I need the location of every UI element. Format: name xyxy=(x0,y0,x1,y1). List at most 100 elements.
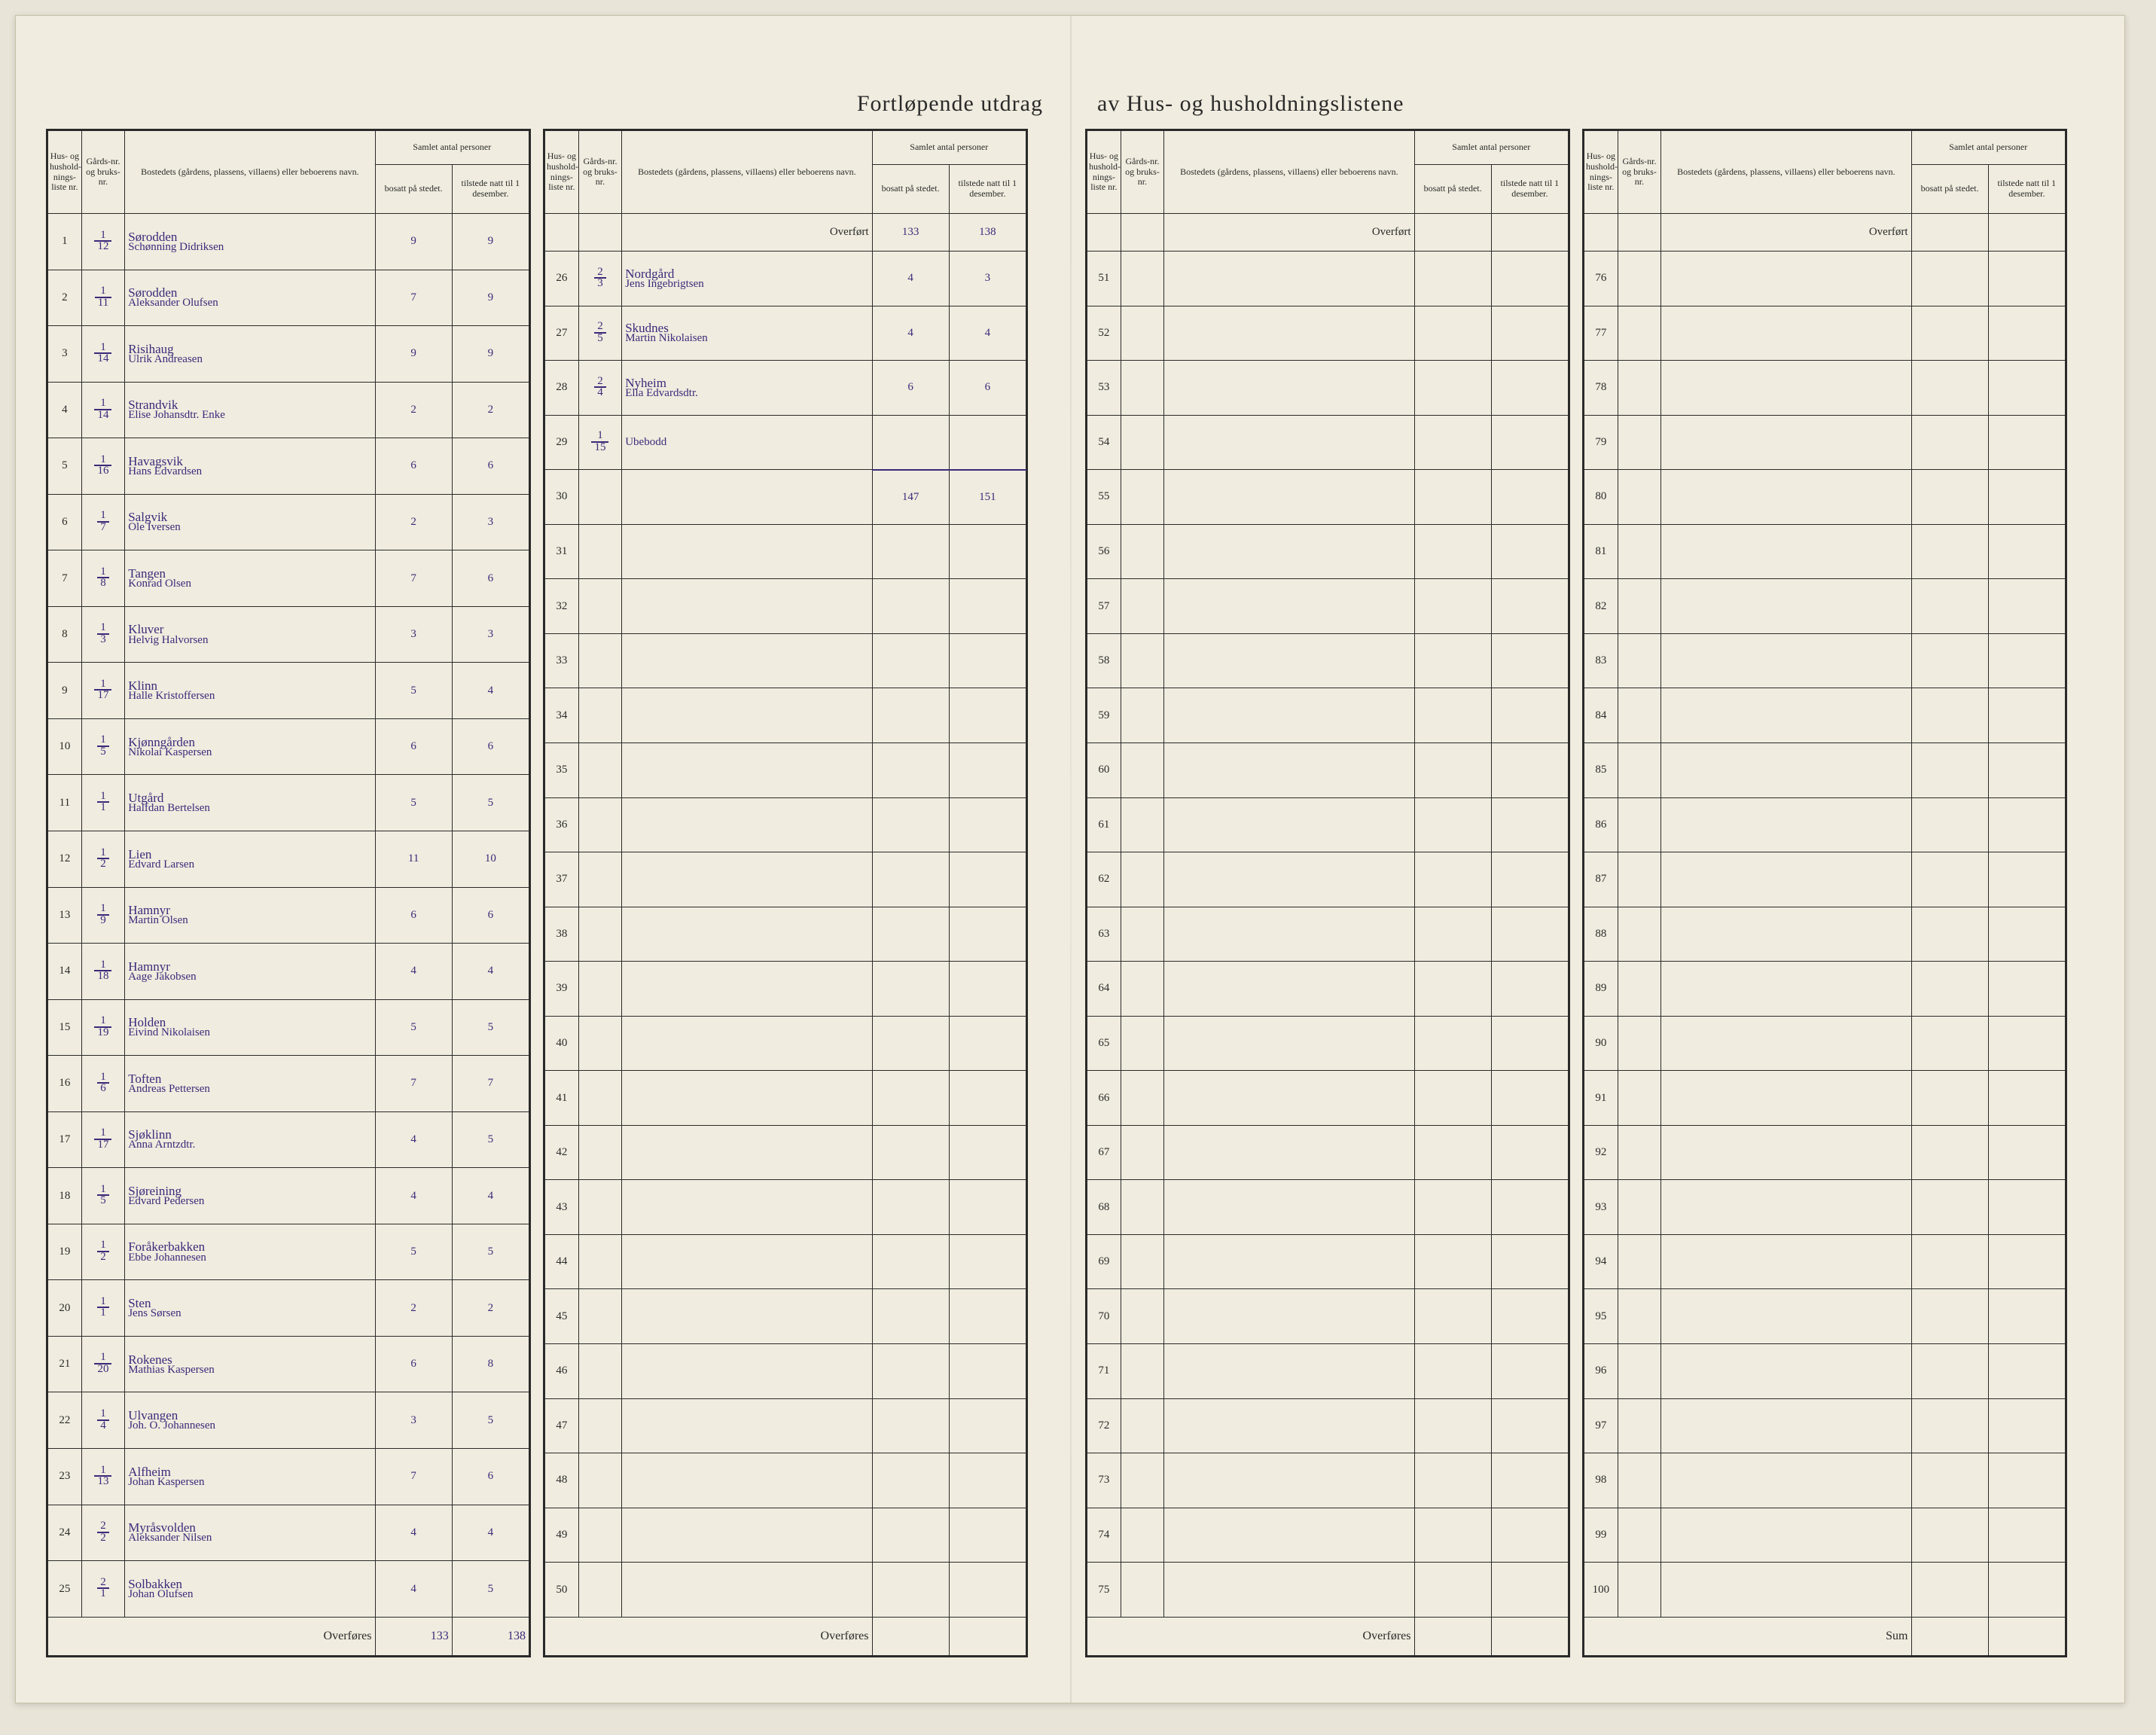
row-number: 96 xyxy=(1584,1343,1618,1398)
bosatt xyxy=(1911,1234,1988,1289)
row-number: 18 xyxy=(48,1168,82,1224)
bosatt: 7 xyxy=(375,1449,452,1505)
bosatt: 4 xyxy=(375,1168,452,1224)
gard-nr xyxy=(1121,361,1164,416)
resident-name xyxy=(622,1234,872,1289)
gard-nr xyxy=(1618,1289,1661,1344)
quadrant-3: Hus- og hushold-nings-liste nr. Gårds-nr… xyxy=(1085,129,1570,1657)
tilstede: 6 xyxy=(452,550,529,607)
row-number: 1 xyxy=(48,214,82,270)
table-row: 68 xyxy=(1087,1180,1569,1235)
table-row: 7 18 TangenKonrad Olsen 7 6 xyxy=(48,550,529,607)
gard-nr: 112 xyxy=(81,214,125,270)
bosatt xyxy=(1414,1289,1491,1344)
footer-row: Sum xyxy=(1584,1618,2066,1656)
overfort-label: Overført xyxy=(1661,214,1911,252)
resident-name xyxy=(1661,1343,1911,1398)
row-number: 40 xyxy=(545,1016,579,1071)
tilstede xyxy=(1491,1289,1568,1344)
bosatt: 6 xyxy=(375,1336,452,1392)
gard-nr xyxy=(1121,797,1164,852)
table-row: 95 xyxy=(1584,1289,2066,1344)
tilstede xyxy=(1988,1016,2065,1071)
table-row: 79 xyxy=(1584,415,2066,470)
tilstede xyxy=(1491,470,1568,525)
bosatt xyxy=(1414,1508,1491,1563)
table-row: 34 xyxy=(545,688,1026,743)
bosatt: 9 xyxy=(375,214,452,270)
resident-name xyxy=(1164,470,1414,525)
table-row: 37 xyxy=(545,852,1026,907)
tilstede xyxy=(1988,1343,2065,1398)
bosatt xyxy=(872,742,949,797)
row-number: 49 xyxy=(545,1508,579,1563)
tilstede: 9 xyxy=(452,270,529,326)
tilstede xyxy=(949,1016,1026,1071)
gard-nr: 16 xyxy=(81,1056,125,1112)
bosatt xyxy=(1414,470,1491,525)
bosatt xyxy=(872,1289,949,1344)
tilstede xyxy=(1491,1508,1568,1563)
resident-name: UlvangenJoh. O. Johannesen xyxy=(125,1392,375,1449)
table-row: 15 119 HoldenEivind Nikolaisen 5 5 xyxy=(48,999,529,1056)
tilstede xyxy=(1491,1125,1568,1180)
tilstede xyxy=(949,1508,1026,1563)
tilstede xyxy=(949,1453,1026,1508)
resident-name: SjøreiningEdvard Pedersen xyxy=(125,1168,375,1224)
bosatt xyxy=(1414,1343,1491,1398)
table-row: 94 xyxy=(1584,1234,2066,1289)
row-number: 5 xyxy=(48,438,82,495)
tilstede: 4 xyxy=(949,306,1026,361)
tilstede xyxy=(1988,688,2065,743)
gard-nr xyxy=(1121,306,1164,361)
resident-name: KluverHelvig Halvorsen xyxy=(125,606,375,663)
resident-name xyxy=(622,633,872,688)
row-number: 92 xyxy=(1584,1125,1618,1180)
row-number: 79 xyxy=(1584,415,1618,470)
table-row: 80 xyxy=(1584,470,2066,525)
overfort-label: Overført xyxy=(1164,214,1414,252)
table-row: 32 xyxy=(545,579,1026,634)
tilstede: 4 xyxy=(452,944,529,1000)
gard-nr xyxy=(1121,907,1164,962)
resident-name xyxy=(622,579,872,634)
gard-nr xyxy=(1618,1234,1661,1289)
gard-nr xyxy=(1618,579,1661,634)
bosatt xyxy=(1911,962,1988,1017)
table-row: 77 xyxy=(1584,306,2066,361)
resident-name xyxy=(622,1398,872,1453)
bosatt xyxy=(1911,252,1988,306)
row-number: 100 xyxy=(1584,1563,1618,1618)
bosatt xyxy=(1414,633,1491,688)
gard-nr xyxy=(1618,470,1661,525)
row-number: 36 xyxy=(545,797,579,852)
resident-name: RisihaugUlrik Andreasen xyxy=(125,326,375,383)
tilstede: 3 xyxy=(452,494,529,550)
table-row: 51 xyxy=(1087,252,1569,306)
bosatt xyxy=(1911,688,1988,743)
footer-label: Overføres xyxy=(1087,1618,1415,1656)
overfores-label: Overføres xyxy=(48,1618,376,1656)
bosatt xyxy=(872,1563,949,1618)
resident-name xyxy=(1164,1016,1414,1071)
bosatt: 4 xyxy=(872,252,949,306)
bosatt: 6 xyxy=(872,361,949,416)
tilstede xyxy=(949,1289,1026,1344)
tilstede xyxy=(1491,1563,1568,1618)
resident-name xyxy=(1164,1071,1414,1126)
bosatt: 5 xyxy=(375,775,452,831)
row-number: 76 xyxy=(1584,252,1618,306)
bosatt xyxy=(1911,1508,1988,1563)
gard-nr xyxy=(578,1398,622,1453)
table-row: 93 xyxy=(1584,1180,2066,1235)
gard-nr xyxy=(1121,1398,1164,1453)
resident-name xyxy=(622,688,872,743)
gard-nr xyxy=(1121,524,1164,579)
quadrant-1: Hus- og hushold-nings-liste nr. Gårds-nr… xyxy=(46,129,531,1657)
gard-nr xyxy=(1121,1563,1164,1618)
resident-name xyxy=(1661,252,1911,306)
resident-name xyxy=(1661,361,1911,416)
resident-name xyxy=(622,1563,872,1618)
resident-name xyxy=(622,1453,872,1508)
row-number: 47 xyxy=(545,1398,579,1453)
